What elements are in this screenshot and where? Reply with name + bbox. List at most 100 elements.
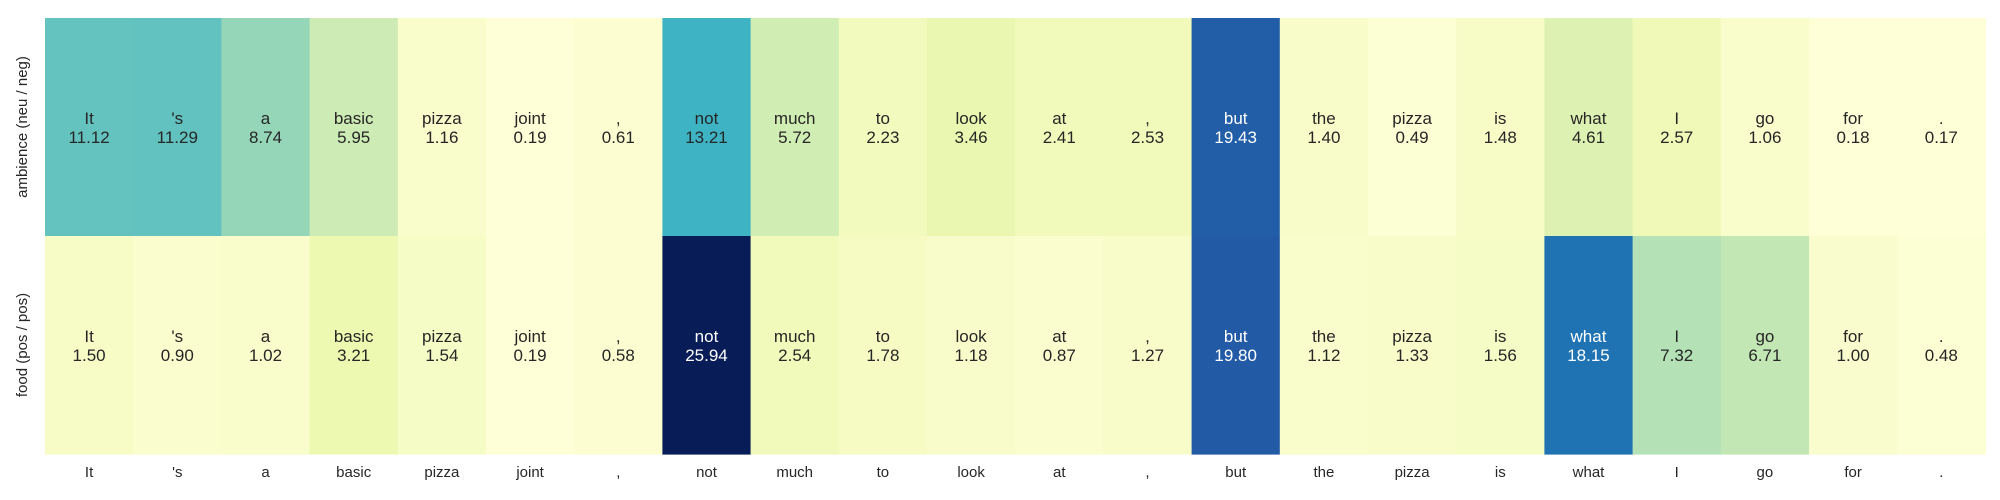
x-tick-label: , [616,464,620,481]
cell-token-label: basic [334,109,374,128]
cell-token-label: pizza [1392,109,1432,128]
cell-token-label: 's [171,109,183,128]
heatmap-cell [397,236,487,455]
x-tick-label: the [1313,464,1334,481]
cell-token-label: go [1755,327,1774,346]
heatmap-cell [1809,18,1898,237]
cell-token-label: much [774,109,816,128]
x-tick-label: go [1757,464,1774,481]
heatmap-cell [1544,18,1634,237]
x-tick-label: much [776,464,813,481]
heatmap-cell [1897,18,1986,237]
cell-token-label: is [1494,327,1506,346]
cell-value-label: 1.78 [866,346,899,365]
cell-token-label: pizza [422,109,462,128]
heatmap-cell [1103,236,1193,455]
heatmap-cell [574,18,663,237]
heatmap-cell [1720,236,1810,455]
heatmap-cell [45,18,134,237]
heatmap-cell [662,236,752,455]
x-tick-label: not [696,464,718,481]
cell-value-label: 3.46 [955,128,988,147]
cell-value-label: 0.19 [514,128,547,147]
heatmap-cell [1544,236,1634,455]
heatmap-cell [1632,236,1722,455]
cell-value-label: 0.58 [602,346,635,365]
heatmap-cell [133,18,222,237]
cell-token-label: much [774,327,816,346]
cell-value-label: 1.02 [249,346,282,365]
x-axis-tick-labels: It 's a basic pizza joint, not much to look at, but… [85,464,1943,481]
heatmap-cell [1015,236,1104,455]
cell-token-label: the [1312,327,1336,346]
x-tick-label: basic [336,464,372,481]
heatmap-cell [1809,236,1898,455]
cell-value-label: 4.61 [1572,128,1605,147]
cell-value-label: 1.12 [1307,346,1340,365]
cell-value-label: 2.54 [778,346,811,365]
heatmap-cell [397,18,487,237]
heatmap-cell [133,236,222,455]
cell-value-label: 5.95 [337,128,370,147]
heatmap-cell [838,18,928,237]
heatmap-cell [574,236,663,455]
x-tick-label: is [1495,464,1506,481]
x-tick-label: look [957,464,985,481]
cell-value-label: 1.48 [1484,128,1517,147]
x-tick-label: what [1572,464,1606,481]
cell-value-label: 1.40 [1307,128,1340,147]
heatmap-cell [1191,236,1281,455]
cell-token-label: a [261,109,271,128]
cell-token-label: but [1224,327,1248,346]
heatmap-cell [838,236,928,455]
heatmap-cell [1279,236,1369,455]
cell-token-label: go [1755,109,1774,128]
cell-token-label: , [616,327,621,346]
cell-token-label: what [1570,327,1607,346]
cell-token-label: pizza [422,327,462,346]
cell-token-label: , [616,109,621,128]
cell-value-label: 18.15 [1567,346,1610,365]
cell-token-label: to [876,327,890,346]
heatmap-cell [1015,18,1104,237]
cell-value-label: 2.41 [1043,128,1076,147]
heatmap-cell [486,18,575,237]
cell-token-label: basic [334,327,374,346]
cell-value-label: 19.80 [1214,346,1257,365]
cell-token-label: for [1843,109,1863,128]
heatmap-cell [1368,18,1457,237]
cell-value-label: 0.18 [1837,128,1870,147]
x-tick-label: I [1675,464,1679,481]
heatmap-cell [662,18,752,237]
cell-token-label: I [1674,327,1679,346]
cell-value-label: 0.61 [602,128,635,147]
cell-token-label: I [1674,109,1679,128]
cell-token-label: a [261,327,271,346]
x-tick-label: pizza [424,464,460,481]
heatmap-cell [1456,18,1545,237]
cell-value-label: 1.18 [955,346,988,365]
cell-token-label: look [956,109,988,128]
x-tick-label: joint [515,464,544,481]
cell-value-label: 1.06 [1748,128,1781,147]
cell-value-label: 25.94 [685,346,728,365]
cell-token-label: at [1052,109,1066,128]
heatmap-cell [750,18,840,237]
x-tick-label: but [1225,464,1247,481]
heatmap-cell [45,236,134,455]
cell-value-label: 19.43 [1214,128,1257,147]
cell-value-label: 1.27 [1131,346,1164,365]
heatmap-cell [486,236,575,455]
cell-value-label: 2.53 [1131,128,1164,147]
x-tick-label: for [1844,464,1862,481]
cell-value-label: 13.21 [685,128,728,147]
cell-value-label: 8.74 [249,128,282,147]
cell-token-label: is [1494,109,1506,128]
heatmap-cell [1191,18,1281,237]
cell-value-label: 1.50 [73,346,106,365]
cell-token-label: joint [514,327,546,346]
x-tick-label: . [1939,464,1943,481]
y-row-label: ambience (neu / neg) [14,56,31,198]
cell-token-label: not [695,327,719,346]
cell-value-label: 0.90 [161,346,194,365]
